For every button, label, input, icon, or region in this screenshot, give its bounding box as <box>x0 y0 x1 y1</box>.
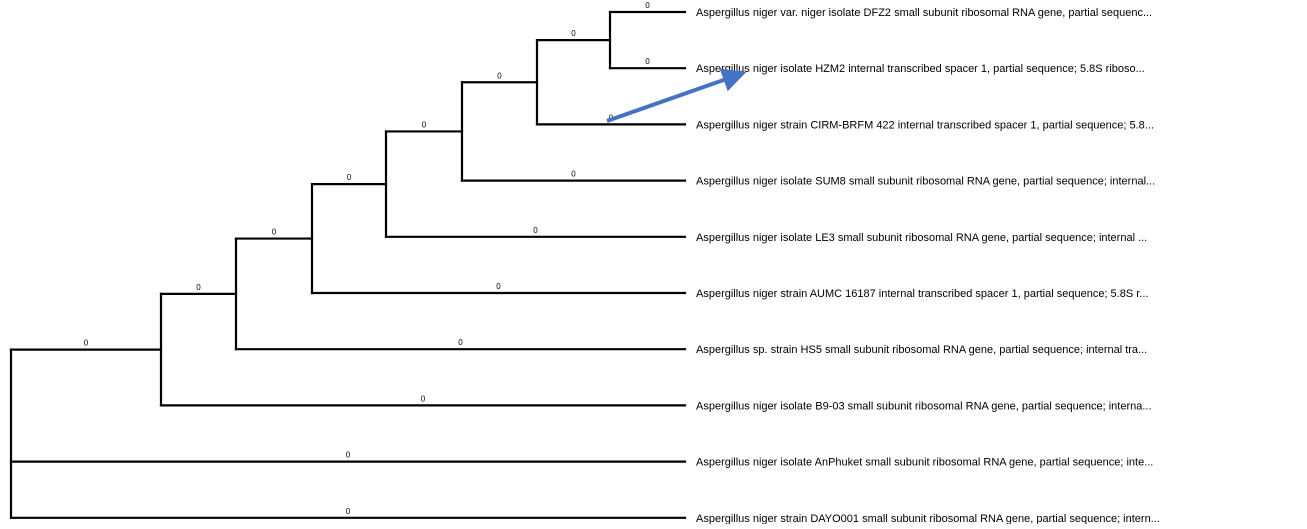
branch-length-label: 0 <box>422 120 427 129</box>
branch-length-label: 0 <box>533 226 538 235</box>
taxon-label: Aspergillus niger strain AUMC 16187 inte… <box>696 288 1148 300</box>
taxon-labels: Aspergillus niger var. niger isolate DFZ… <box>696 7 1160 525</box>
branch-length-label: 0 <box>346 507 351 516</box>
tree-branches <box>9 10 687 519</box>
taxon-label: Aspergillus niger isolate AnPhuket small… <box>696 457 1153 469</box>
branch-length-label: 0 <box>645 1 650 10</box>
branch-length-label: 0 <box>84 339 89 348</box>
annotation-arrow <box>606 68 747 123</box>
taxon-label: Aspergillus niger isolate HZM2 internal … <box>696 63 1145 75</box>
taxon-label: Aspergillus niger isolate LE3 small subu… <box>696 232 1147 244</box>
branch-length-label: 0 <box>645 57 650 66</box>
taxon-label: Aspergillus niger isolate SUM8 small sub… <box>696 176 1155 188</box>
branch-length-label: 0 <box>571 29 576 38</box>
branch-length-label: 0 <box>497 71 502 80</box>
taxon-label: Aspergillus niger var. niger isolate DFZ… <box>696 7 1152 19</box>
branch-length-label: 0 <box>346 451 351 460</box>
taxon-label: Aspergillus niger isolate B9-03 small su… <box>696 400 1152 412</box>
branch-length-label: 0 <box>196 283 201 292</box>
taxon-label: Aspergillus sp. strain HS5 small subunit… <box>696 344 1147 356</box>
branch-length-label: 0 <box>272 228 277 237</box>
branch-length-label: 0 <box>347 173 352 182</box>
branch-length-labels: 00000000000000000 <box>84 1 651 516</box>
branch-length-label: 0 <box>458 338 463 347</box>
branch-length-label: 0 <box>571 170 576 179</box>
branch-length-label: 0 <box>496 282 501 291</box>
taxon-label: Aspergillus niger strain CIRM-BRFM 422 i… <box>696 119 1154 131</box>
branch-length-label: 0 <box>421 394 426 403</box>
taxon-label: Aspergillus niger strain DAYO001 small s… <box>696 513 1160 524</box>
